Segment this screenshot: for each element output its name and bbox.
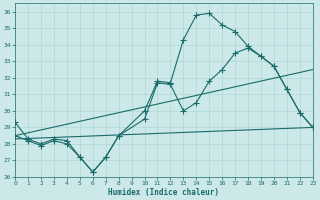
- X-axis label: Humidex (Indice chaleur): Humidex (Indice chaleur): [108, 188, 220, 197]
